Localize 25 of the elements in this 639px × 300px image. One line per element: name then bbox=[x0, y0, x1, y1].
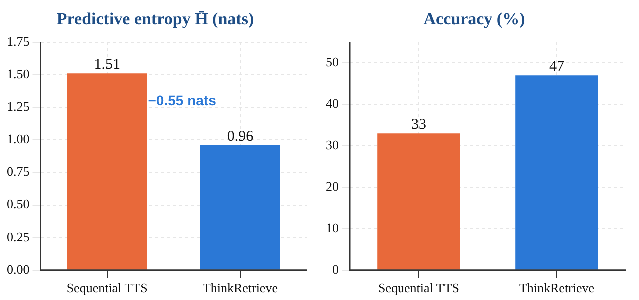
annotation: −0.55 nats bbox=[148, 92, 217, 109]
data-label: 33 bbox=[412, 117, 426, 134]
y-tick-label: 1.75 bbox=[7, 34, 30, 49]
x-tick-label: Sequential TTS bbox=[66, 280, 148, 296]
x-tick-label: ThinkRetrieve bbox=[519, 280, 595, 296]
x-tick-label: Sequential TTS bbox=[378, 280, 460, 296]
chart-title: Predictive entropy H̄ (nats) bbox=[56, 10, 254, 29]
y-tick-label: 0.75 bbox=[7, 164, 30, 180]
y-tick-label: 20 bbox=[326, 178, 339, 194]
data-label: 1.51 bbox=[94, 57, 120, 74]
y-tick-label: 40 bbox=[326, 96, 339, 112]
y-tick-label: 50 bbox=[326, 54, 339, 70]
y-tick-label: 1.00 bbox=[7, 132, 30, 147]
y-tick-label: 0.00 bbox=[7, 262, 30, 277]
y-tick-label: 1.25 bbox=[7, 98, 30, 114]
x-tick-label: ThinkRetrieve bbox=[202, 280, 278, 296]
data-label: 0.96 bbox=[227, 128, 254, 145]
y-tick-label: 30 bbox=[326, 137, 339, 152]
y-tick-label: 1.50 bbox=[7, 66, 30, 82]
y-tick-label: 10 bbox=[326, 220, 339, 236]
y-tick-label: 0 bbox=[332, 262, 339, 277]
y-tick-label: 0.25 bbox=[7, 229, 30, 244]
chart-title: Accuracy (%) bbox=[424, 10, 526, 29]
y-tick-label: 0.50 bbox=[7, 196, 30, 212]
data-label: 47 bbox=[550, 59, 565, 75]
